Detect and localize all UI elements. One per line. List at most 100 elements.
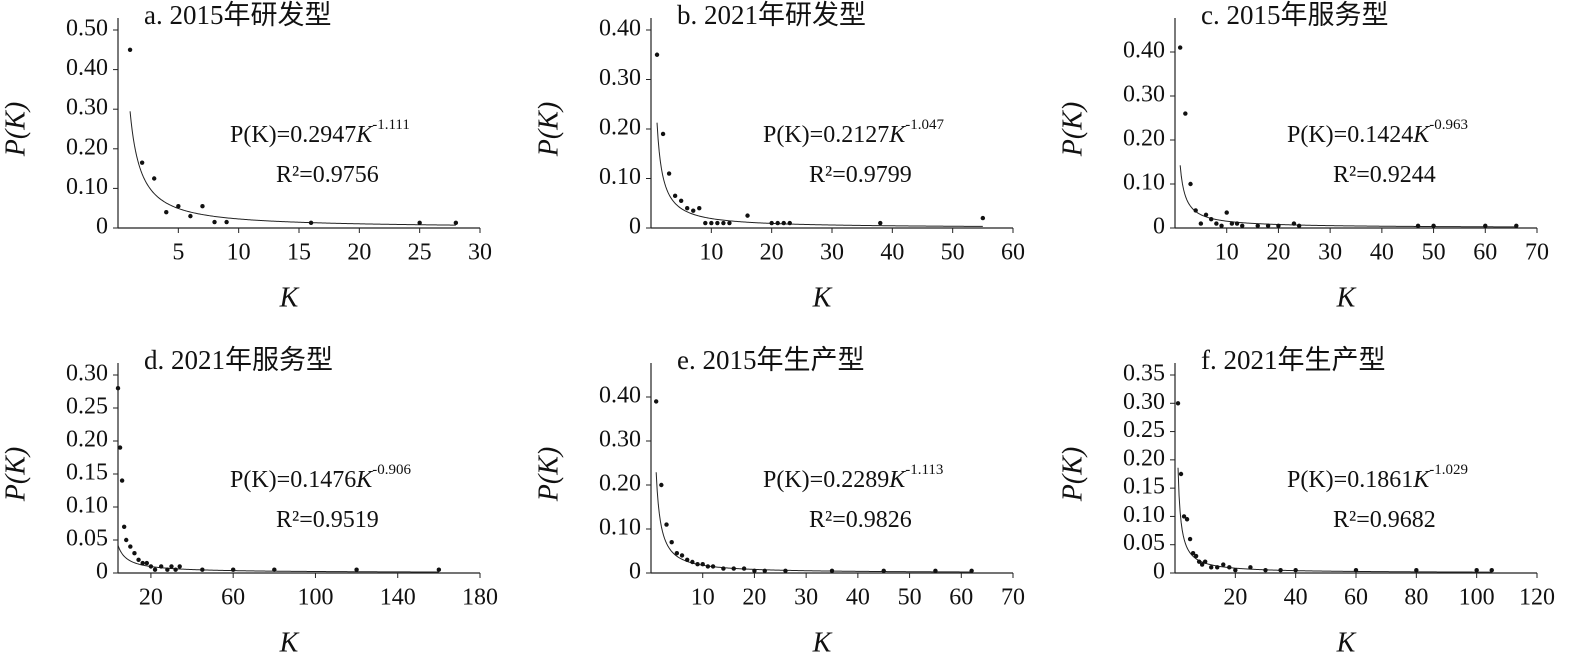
data-point [666, 171, 672, 176]
data-point [1229, 221, 1235, 226]
data-point [1178, 471, 1184, 477]
r2-lhs: R²= [809, 507, 846, 533]
data-point [762, 568, 767, 573]
r2-text: R²=0.9682 [1333, 507, 1436, 533]
fit-exponent: -1.113 [905, 462, 943, 478]
data-point [1224, 210, 1229, 215]
data-point [176, 204, 181, 209]
data-point [705, 564, 711, 569]
data-point [152, 176, 157, 181]
data-point [697, 206, 702, 211]
fit-equation: P(K)=0.2289K-1.113 [763, 462, 943, 492]
panel: 0 0.10 0.20 0.30 0.40 0.50 5 10 15 20 25 30 a. 2015年… [0, 0, 492, 313]
x-tick-label: 30 [794, 585, 818, 611]
fit-var: K [1412, 122, 1431, 148]
data-point [741, 566, 747, 571]
x-tick-label: 60 [221, 585, 245, 611]
data-point [152, 567, 158, 572]
data-point [660, 131, 666, 137]
y-tick-label: 0.30 [599, 65, 641, 91]
data-point [1190, 551, 1196, 556]
data-point [654, 52, 660, 57]
y-tick-label: 0.20 [1123, 126, 1165, 152]
y-tick-label: 0.40 [66, 55, 108, 81]
data-point [1265, 223, 1271, 228]
y-tick-label: 0.05 [66, 526, 108, 552]
data-point [769, 220, 774, 226]
fit-var: K [355, 467, 374, 493]
x-tick-label: 15 [287, 240, 311, 266]
data-point [1255, 223, 1260, 228]
fit-coef: 0.1424 [1347, 122, 1413, 148]
data-point [1219, 223, 1224, 228]
x-tick-label: 20 [1223, 585, 1247, 611]
chart-title: a. 2015年研发型 [144, 0, 331, 30]
data-point [212, 219, 217, 225]
data-point [1193, 208, 1198, 213]
data-point [829, 568, 835, 573]
data-point [710, 564, 716, 569]
fit-coef: 0.2947 [290, 122, 356, 148]
x-tick-label: 60 [949, 585, 973, 611]
data-point [745, 213, 750, 218]
y-axis-label: P(K) [1057, 447, 1088, 502]
data-point [127, 47, 133, 52]
y-tick-label: 0.15 [1123, 474, 1165, 500]
data-point [136, 557, 141, 562]
panel: 0 0.10 0.20 0.30 0.40 10 20 30 40 50 60 70 e. 2015年生… [533, 345, 1025, 658]
y-tick-label: 0 [629, 559, 641, 585]
data-point [117, 445, 123, 450]
y-tick-label: 0.35 [1123, 361, 1165, 387]
data-point [781, 220, 786, 226]
x-tick-label: 180 [462, 585, 498, 611]
data-point [1215, 565, 1220, 570]
data-point [1177, 45, 1183, 50]
data-point [1240, 223, 1245, 228]
data-point [672, 193, 678, 199]
data-point [121, 524, 127, 529]
data-point [1183, 111, 1188, 116]
data-point [272, 567, 277, 572]
x-tick-label: 10 [1215, 240, 1239, 266]
y-tick-label: 0.15 [66, 460, 108, 486]
y-tick-label: 0.10 [599, 164, 641, 190]
data-point [690, 559, 695, 565]
data-point [1474, 567, 1479, 573]
data-point [1353, 567, 1359, 573]
panel: 0 0.10 0.20 0.30 0.40 10 20 30 40 50 60 b. 2021年研发型… [533, 0, 1025, 313]
y-tick-label: 0.30 [66, 95, 108, 121]
x-tick-label: 40 [880, 240, 904, 266]
y-tick-label: 0.10 [599, 515, 641, 541]
fit-lhs: P(K)= [230, 122, 290, 148]
y-tick-label: 0 [96, 559, 108, 585]
x-axis-label: K [279, 282, 300, 313]
data-point [1278, 567, 1283, 573]
data-point [1234, 221, 1240, 226]
r2-text: R²=0.9799 [809, 162, 912, 188]
fit-lhs: P(K)= [1287, 467, 1347, 493]
fit-equation: P(K)=0.2127K-1.047 [763, 117, 944, 147]
data-point [980, 215, 986, 221]
x-axis-label: K [812, 282, 833, 313]
data-point [969, 568, 974, 573]
fit-exponent: -1.047 [905, 117, 944, 133]
data-point [721, 566, 726, 571]
data-point [1483, 223, 1488, 228]
fit-coef: 0.2289 [823, 467, 889, 493]
fit-equation: P(K)=0.2947K-1.111 [230, 117, 410, 147]
r2-text: R²=0.9826 [809, 507, 912, 533]
data-point [1214, 221, 1219, 226]
data-point [1181, 514, 1187, 519]
data-point [715, 220, 720, 226]
y-tick-label: 0.50 [66, 16, 108, 42]
data-point [164, 209, 169, 215]
x-tick-label: 30 [820, 240, 844, 266]
data-point [1175, 401, 1181, 406]
y-tick-label: 0 [96, 214, 108, 240]
data-point [775, 220, 780, 226]
x-tick-label: 40 [1370, 240, 1394, 266]
x-tick-label: 20 [139, 585, 163, 611]
fit-coef: 0.2127 [823, 122, 889, 148]
data-point [1227, 565, 1232, 570]
data-point [139, 160, 145, 165]
